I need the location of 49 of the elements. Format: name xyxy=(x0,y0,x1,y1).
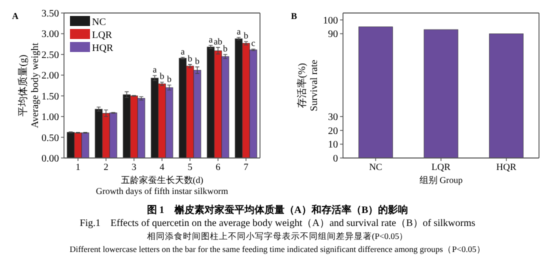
annotation: b xyxy=(188,53,193,64)
x-tick-label: 6 xyxy=(216,163,221,173)
annotation: b xyxy=(223,43,228,54)
x-tick-label: HQR xyxy=(496,163,518,173)
y-tick-label: 0.50 xyxy=(42,132,59,144)
y-tick-label: 90 xyxy=(328,29,338,40)
annotation: b xyxy=(160,71,165,82)
annotation: a xyxy=(236,26,241,36)
legend-label: LQR xyxy=(92,30,112,41)
x-tick-label: 3 xyxy=(132,163,137,173)
x-tick-label: 5 xyxy=(188,163,193,173)
y-tick-label: 1.50 xyxy=(42,91,59,102)
x-tick-label: 7 xyxy=(244,163,249,173)
caption: Fig.1 Effects of quercetin on the average body weight（A）and survival rate（B）of silkworms xyxy=(80,218,476,229)
legend-label: HQR xyxy=(92,43,114,54)
x-tick-label: 4 xyxy=(160,163,165,173)
legend-label: NC xyxy=(92,17,106,28)
x-tick-label: 2 xyxy=(104,163,109,173)
x-tick-label: LQR xyxy=(432,163,452,173)
annotation: a xyxy=(180,46,185,56)
annotation: ab xyxy=(214,36,223,46)
x-tick-label: NC xyxy=(369,163,382,173)
y-tick-label: 3.00 xyxy=(42,29,59,40)
y-tick-label: 0 xyxy=(333,154,338,164)
text: 图 1 槲皮素对家蚕平均体质量（A）和存活率（B）的影响 xyxy=(146,204,408,216)
annotation: a xyxy=(208,34,213,44)
chart-title: A xyxy=(12,11,19,21)
chart-title: B xyxy=(291,11,298,21)
y-tick-label: 20 xyxy=(328,126,338,137)
x-axis-title: 组别 Group xyxy=(419,175,464,185)
y-tick-label: 10 xyxy=(328,140,338,151)
text: 相同添食时间图柱上不同小写字母表示不同组间差异显著(P<0.05） xyxy=(146,231,408,241)
x-axis-title: 五龄家蚕生长天数(d) Growth days of fifth instar silkworm xyxy=(96,175,228,196)
y-tick-label: 100 xyxy=(323,15,338,26)
y-axis-title: 平均体质量(g) Average body weight xyxy=(17,42,41,128)
annotation: c xyxy=(251,38,256,48)
annotation: b xyxy=(195,56,200,66)
annotation: b xyxy=(167,74,172,84)
y-tick-label: 0.00 xyxy=(42,154,59,164)
annotation: a xyxy=(152,64,157,75)
y-tick-label: 3.50 xyxy=(42,8,59,20)
y-tick-label: 1.00 xyxy=(42,112,59,124)
y-tick-label: 2.00 xyxy=(42,70,59,82)
annotation: b xyxy=(244,30,249,41)
text: Different lowercase letters on the bar for the same feeding time indicated significant difference among groups（P<0.05） xyxy=(70,244,486,254)
y-tick-label: 30 xyxy=(328,112,338,124)
y-axis-title: 存活率(%) Survival rate xyxy=(296,59,320,112)
x-tick-label: 1 xyxy=(76,163,81,173)
y-tick-label: 2.50 xyxy=(42,50,59,61)
